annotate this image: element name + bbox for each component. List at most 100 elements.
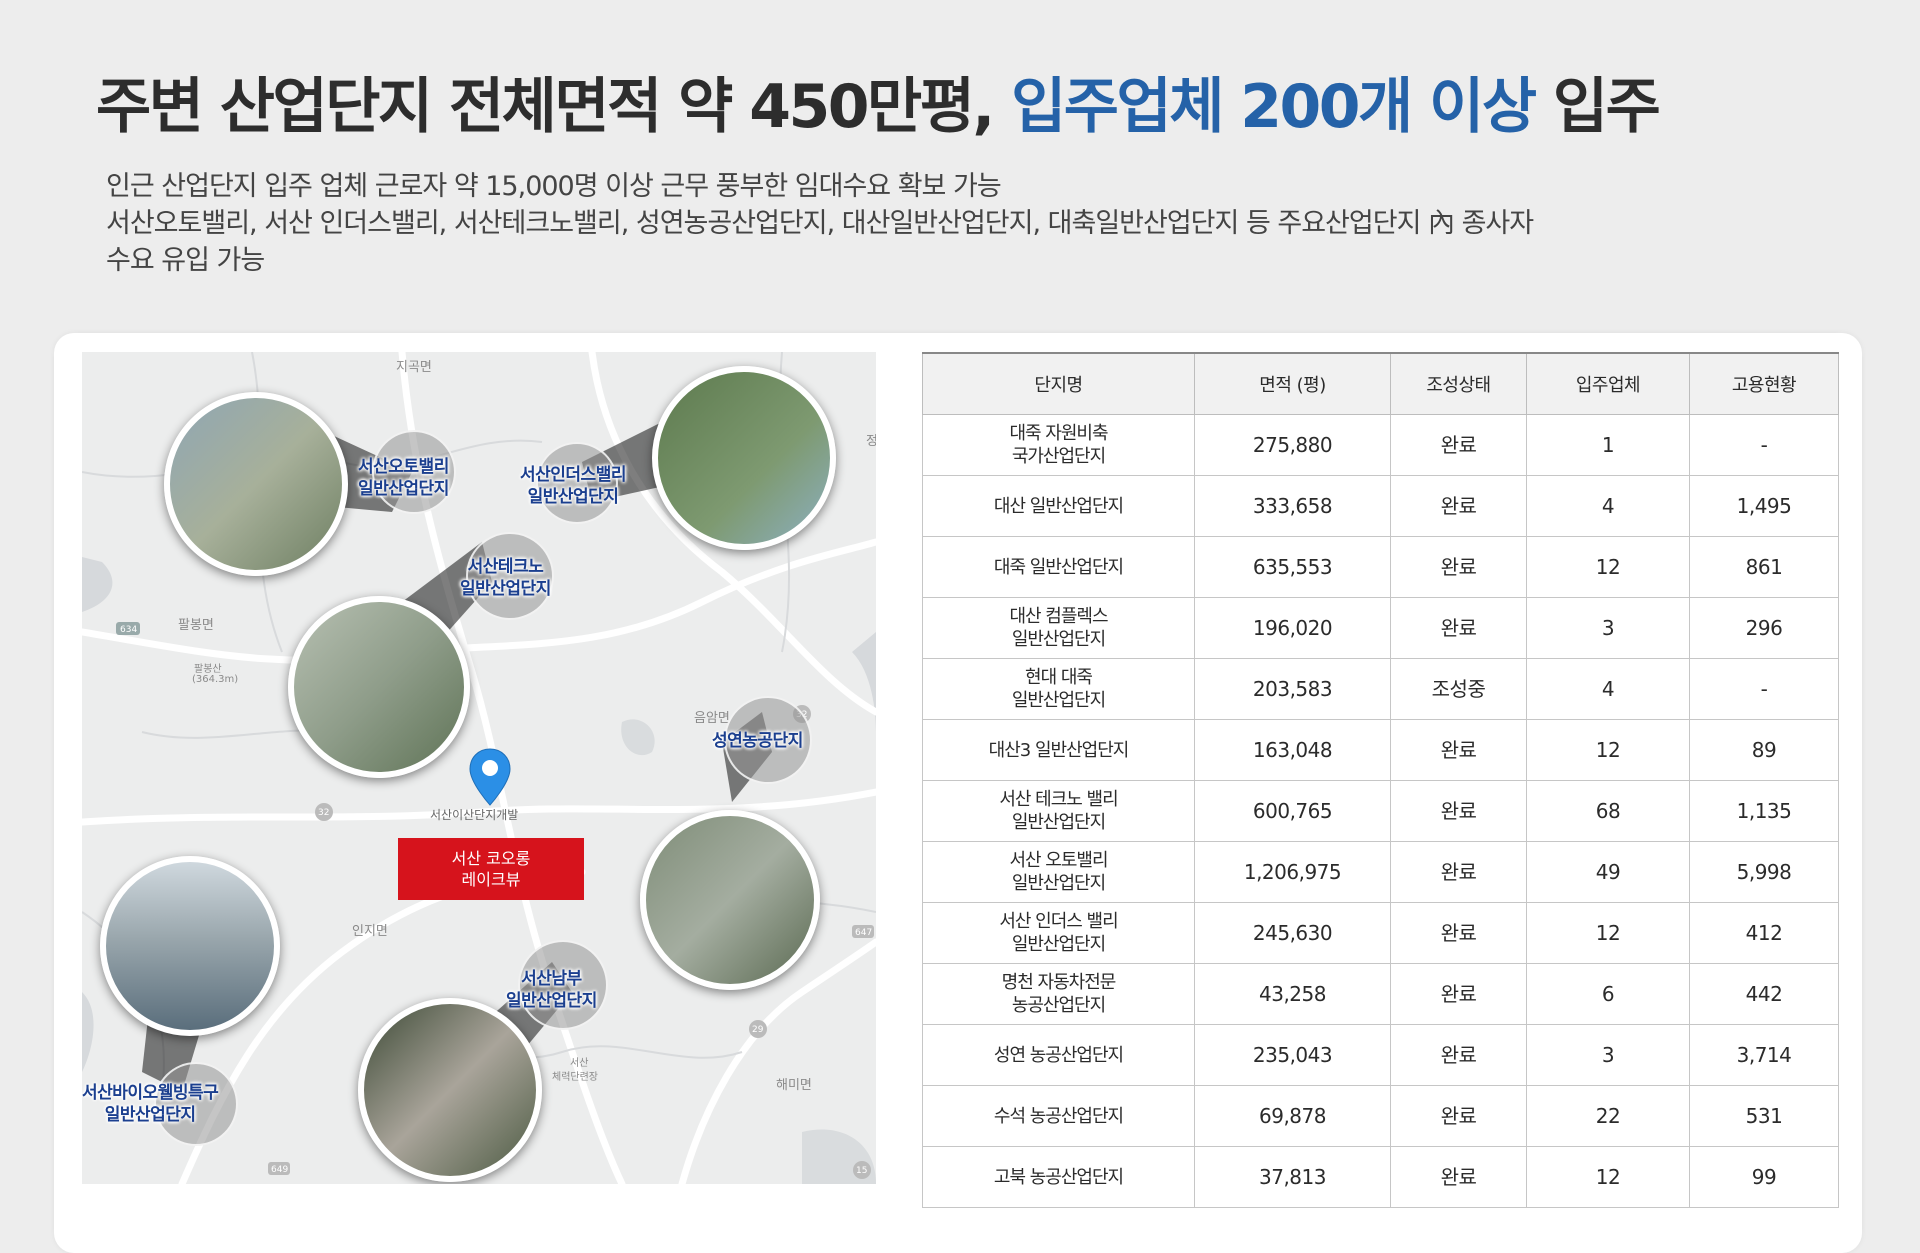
- subtitle-line-1: 인근 산업단지 입주 업체 근로자 약 15,000명 이상 근무 풍부한 임대…: [106, 171, 1002, 202]
- cell-companies: 6: [1526, 963, 1690, 1025]
- cell-name: 대죽 자원비축 국가산업단지: [922, 414, 1195, 476]
- cell-employment: 296: [1689, 597, 1839, 659]
- cell-employment: 99: [1689, 1146, 1839, 1208]
- place-edge: 정: [866, 434, 876, 449]
- marker-indusvalley: [536, 442, 618, 524]
- aerial-photo-autovalley: [164, 392, 348, 576]
- table-row: 고북 농공산업단지 37,813 완료 12 99: [922, 1146, 1839, 1208]
- cell-status: 완료: [1390, 414, 1527, 476]
- area-label-nambu: 서산남부 일반산업단지: [506, 969, 597, 1011]
- page-title: 주변 산업단지 전체면적 약 450만평, 입주업체 200개 이상 입주: [96, 58, 1661, 145]
- cell-status: 완료: [1390, 1085, 1527, 1147]
- table-row: 대산 컴플렉스 일반산업단지 196,020 완료 3 296: [922, 597, 1839, 659]
- place-jigok: 지곡면: [396, 360, 432, 375]
- area-label-seongyeon: 성연농공단지: [712, 731, 803, 751]
- table-row: 수석 농공산업단지 69,878 완료 22 531: [922, 1085, 1839, 1147]
- cell-name: 수석 농공산업단지: [922, 1085, 1195, 1147]
- cell-name: 고북 농공산업단지: [922, 1146, 1195, 1208]
- table-row: 서산 오토밸리 일반산업단지 1,206,975 완료 49 5,998: [922, 841, 1839, 903]
- cell-employment: 3,714: [1689, 1024, 1839, 1086]
- cell-employment: 412: [1689, 902, 1839, 964]
- cell-area: 245,630: [1194, 902, 1391, 964]
- title-part-1: 주변 산업단지 전체면적 약 450만평,: [96, 72, 1012, 142]
- site-label: 서산 코오롱 레이크뷰: [398, 838, 584, 900]
- title-part-2: 입주: [1534, 72, 1661, 142]
- cell-companies: 12: [1526, 536, 1690, 598]
- cell-companies: 4: [1526, 475, 1690, 537]
- table-row: 대죽 자원비축 국가산업단지 275,880 완료 1-: [922, 414, 1839, 476]
- place-seosan: 서산: [570, 1058, 589, 1069]
- cell-employment: 5,998: [1689, 841, 1839, 903]
- cell-status: 완료: [1390, 963, 1527, 1025]
- site-caption: 서산이산단지개발: [430, 808, 519, 822]
- cell-companies: 68: [1526, 780, 1690, 842]
- place-haemi: 해미면: [776, 1078, 812, 1093]
- aerial-photo-seongyeon: [640, 810, 820, 990]
- cell-companies: 12: [1526, 1146, 1690, 1208]
- cell-employment: 531: [1689, 1085, 1839, 1147]
- cell-area: 203,583: [1194, 658, 1391, 720]
- cell-area: 1,206,975: [1194, 841, 1391, 903]
- cell-status: 완료: [1390, 475, 1527, 537]
- cell-employment: 1,495: [1689, 475, 1839, 537]
- header-companies: 입주업체: [1526, 352, 1690, 415]
- cell-area: 235,043: [1194, 1024, 1391, 1086]
- cell-employment: 861: [1689, 536, 1839, 598]
- cell-name: 성연 농공산업단지: [922, 1024, 1195, 1086]
- route-649: 649: [271, 1165, 288, 1175]
- subtitle-line-2: 서산오토밸리, 서산 인더스밸리, 서산테크노밸리, 성연농공산업단지, 대산일…: [106, 208, 1534, 239]
- cell-area: 37,813: [1194, 1146, 1391, 1208]
- cell-name: 대산 컴플렉스 일반산업단지: [922, 597, 1195, 659]
- marker-autovalley: [372, 430, 456, 514]
- table-row: 서산 인더스 밸리 일반산업단지 245,630 완료 12 412: [922, 902, 1839, 964]
- cell-status: 완료: [1390, 1146, 1527, 1208]
- cell-companies: 22: [1526, 1085, 1690, 1147]
- area-label-autovalley: 서산오토밸리 일반산업단지: [358, 457, 449, 499]
- cell-area: 69,878: [1194, 1085, 1391, 1147]
- cell-companies: 4: [1526, 658, 1690, 720]
- marker-nambu: [518, 940, 608, 1030]
- route-647: 647: [855, 928, 872, 938]
- route-15: 15: [856, 1166, 867, 1176]
- cell-area: 163,048: [1194, 719, 1391, 781]
- cell-status: 조성중: [1390, 658, 1527, 720]
- aerial-photo-technovalley: [288, 596, 470, 778]
- cell-status: 완료: [1390, 902, 1527, 964]
- industrial-complex-table: 단지명 면적 (평) 조성상태 입주업체 고용현황 대죽 자원비축 국가산업단지…: [922, 352, 1839, 1208]
- cell-name: 서산 인더스 밸리 일반산업단지: [922, 902, 1195, 964]
- cell-name: 대산 일반산업단지: [922, 475, 1195, 537]
- table-row: 대산 일반산업단지 333,658 완료 4 1,495: [922, 475, 1839, 537]
- table-body: 대죽 자원비축 국가산업단지 275,880 완료 1- 대산 일반산업단지 333,6…: [922, 414, 1839, 1208]
- place-eumam: 음암면: [694, 711, 730, 726]
- cell-name: 현대 대죽 일반산업단지: [922, 658, 1195, 720]
- header-name: 단지명: [922, 352, 1195, 415]
- cell-area: 196,020: [1194, 597, 1391, 659]
- title-accent: 입주업체 200개 이상: [1011, 72, 1537, 142]
- cell-area: 275,880: [1194, 414, 1391, 476]
- aerial-photo-biowelbeing: [100, 856, 280, 1036]
- cell-area: 333,658: [1194, 475, 1391, 537]
- cell-name: 대죽 일반산업단지: [922, 536, 1195, 598]
- cell-status: 완료: [1390, 597, 1527, 659]
- place-palbongsan: 팔봉산: [194, 664, 222, 675]
- table-row: 서산 테크노 밸리 일반산업단지 600,765 완료 68 1,135: [922, 780, 1839, 842]
- cell-name: 명천 자동차전문 농공산업단지: [922, 963, 1195, 1025]
- area-label-technovalley: 서산테크노 일반산업단지: [460, 557, 551, 599]
- cell-status: 완료: [1390, 536, 1527, 598]
- site-label-line-2: 레이크뷰: [461, 870, 521, 889]
- header-area: 면적 (평): [1194, 352, 1391, 415]
- cell-companies: 12: [1526, 719, 1690, 781]
- place-palbongsan-height: (364.3m): [192, 674, 239, 685]
- cell-employment: -: [1689, 658, 1839, 720]
- area-label-indusvalley: 서산인더스밸리 일반산업단지: [520, 465, 626, 507]
- cell-area: 600,765: [1194, 780, 1391, 842]
- cell-name: 서산 테크노 밸리 일반산업단지: [922, 780, 1195, 842]
- route-29: 29: [752, 1025, 764, 1035]
- header-employment: 고용현황: [1689, 352, 1839, 415]
- location-map: 634 32 647 29 649 15 32 지곡면 팔봉면 팔봉산 (364…: [82, 352, 876, 1184]
- cell-employment: 89: [1689, 719, 1839, 781]
- place-inji: 인지면: [352, 924, 388, 939]
- route-32a: 32: [318, 808, 329, 818]
- table-row: 현대 대죽 일반산업단지 203,583 조성중 4-: [922, 658, 1839, 720]
- cell-status: 완료: [1390, 719, 1527, 781]
